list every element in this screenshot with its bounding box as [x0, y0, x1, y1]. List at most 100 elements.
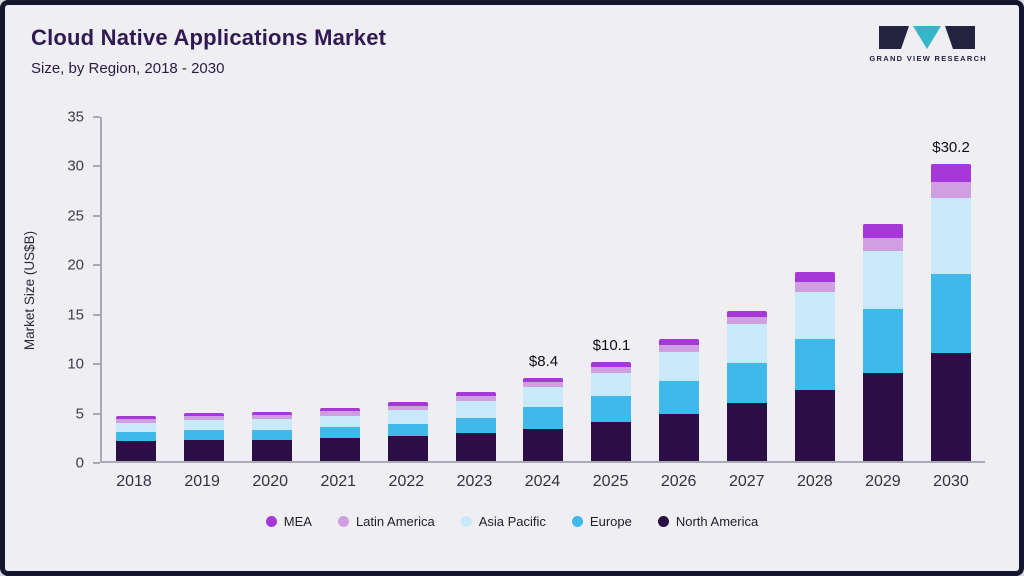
legend-swatch-north-america [657, 516, 669, 527]
y-tick-label-20: 20 [67, 256, 84, 274]
bar-segment-mea [931, 164, 972, 182]
bar-segment-north-america [387, 436, 428, 461]
bar-column-2024: $8.4 [510, 117, 578, 461]
page-subtitle: Size, by Region, 2018 - 2030 [31, 60, 225, 77]
x-tick-label-2018: 2018 [116, 473, 152, 490]
bar-segment-europe [183, 430, 224, 441]
bar-total-label-2024: $8.4 [528, 353, 559, 371]
x-tick-label-2027: 2027 [728, 473, 765, 490]
bar-column-2018 [102, 117, 170, 461]
header-text: Cloud Native Applications Market Size, b… [31, 25, 386, 77]
legend-label-europe: Europe [589, 514, 632, 529]
y-tick-mark [93, 462, 100, 464]
y-tick-mark [93, 264, 100, 267]
bar-segment-north-america [455, 432, 496, 461]
bar-segment-north-america [591, 421, 632, 461]
bar-stack-2023 [455, 392, 496, 461]
x-tick-label-2020: 2020 [252, 473, 288, 490]
bar-segment-north-america [183, 440, 224, 461]
bar-column-2028 [781, 117, 849, 461]
x-tick-label-2029: 2029 [865, 473, 901, 490]
legend-item-europe: Europe [571, 514, 632, 529]
legend-item-mea: MEA [265, 514, 312, 529]
y-tick-label-5: 5 [75, 405, 84, 423]
y-tick-mark [93, 313, 100, 316]
legend-item-latin-america: Latin America [337, 514, 435, 529]
x-tick-label-2019: 2019 [184, 473, 220, 490]
plot-area: $8.4 $10.1 $30.2 [100, 117, 985, 463]
bar-segment-mea [319, 407, 360, 412]
bar-column-2025: $10.1 [577, 117, 645, 461]
bar-segment-north-america [319, 438, 360, 461]
bar-segment-mea [115, 416, 156, 420]
bar-segment-latin-america [795, 282, 836, 292]
y-tick-label-30: 30 [67, 157, 84, 175]
legend-swatch-mea [265, 516, 277, 527]
bar-segment-mea [795, 272, 836, 283]
bar-segment-north-america [115, 441, 156, 461]
bar-stack-2024 [523, 378, 564, 461]
bar-stack-2025 [591, 361, 632, 461]
bar-segment-mea [727, 310, 768, 317]
bar-segment-mea [251, 411, 292, 416]
bar-segment-europe [727, 362, 768, 404]
bar-segment-latin-america [115, 419, 156, 423]
bar-segment-europe [115, 431, 156, 442]
y-tick-label-15: 15 [67, 306, 84, 324]
x-axis: 2018 2019 2020 2021 2022 2023 2024 2025 2026 2027… [100, 473, 985, 491]
bar-segment-asia-pacific [727, 324, 768, 363]
bar-segment-mea [455, 392, 496, 397]
bar-segment-latin-america [727, 316, 768, 325]
y-tick-label-35: 35 [67, 108, 84, 126]
y-tick-label-25: 25 [67, 207, 84, 225]
bar-segment-europe [591, 396, 632, 422]
bar-stack-2030 [931, 164, 972, 461]
legend-swatch-asia-pacific [460, 516, 472, 527]
bar-segment-latin-america [659, 345, 700, 352]
bar-segment-europe [455, 417, 496, 433]
bar-segment-asia-pacific [251, 419, 292, 430]
bar-column-2020 [238, 117, 306, 461]
bar-segment-asia-pacific [591, 372, 632, 397]
bar-segment-latin-america [931, 181, 972, 198]
bar-segment-europe [523, 406, 564, 429]
bar-column-2027 [713, 117, 781, 461]
bar-segment-europe [319, 427, 360, 439]
legend-item-asia-pacific: Asia Pacific [460, 514, 546, 529]
bar-segment-north-america [523, 428, 564, 461]
legend-label-asia-pacific: Asia Pacific [478, 514, 546, 529]
legend-label-north-america: North America [675, 514, 759, 529]
legend-item-north-america: North America [657, 514, 759, 529]
bar-column-2022 [374, 117, 442, 461]
x-tick-label-2022: 2022 [388, 473, 425, 490]
page-title: Cloud Native Applications Market [31, 25, 387, 50]
bar-segment-mea [387, 402, 428, 406]
bar-segment-asia-pacific [659, 351, 700, 382]
bar-segment-europe [251, 429, 292, 441]
bar-segment-asia-pacific [319, 415, 360, 428]
brand-logo-text: GRAND VIEW RESEARCH [869, 54, 987, 63]
bar-total-label-2025: $10.1 [592, 336, 631, 354]
bar-segment-latin-america [863, 237, 904, 251]
bar-segment-europe [659, 381, 700, 414]
x-tick-label-2021: 2021 [320, 473, 357, 490]
legend-label-mea: MEA [283, 514, 312, 529]
bar-segment-asia-pacific [387, 410, 428, 424]
bar-stack-2026 [659, 339, 700, 461]
x-tick-label-2028: 2028 [797, 473, 833, 490]
bar-segment-north-america [659, 413, 700, 461]
brand-logo: GRAND VIEW RESEARCH [869, 25, 987, 77]
bar-column-2021 [306, 117, 374, 461]
bar-stack-2022 [387, 402, 428, 461]
bar-segment-asia-pacific [931, 197, 972, 275]
y-tick-mark [93, 214, 100, 217]
bar-segment-mea [591, 361, 632, 367]
header: Cloud Native Applications Market Size, b… [31, 25, 993, 77]
legend: MEA Latin America Asia Pacific Europe North … [5, 514, 1019, 529]
bar-stack-2020 [251, 411, 292, 461]
bar-segment-north-america [795, 390, 836, 461]
bar-segment-europe [931, 274, 972, 353]
bar-column-2030: $30.2 [917, 117, 985, 461]
bar-segment-asia-pacific [115, 422, 156, 432]
